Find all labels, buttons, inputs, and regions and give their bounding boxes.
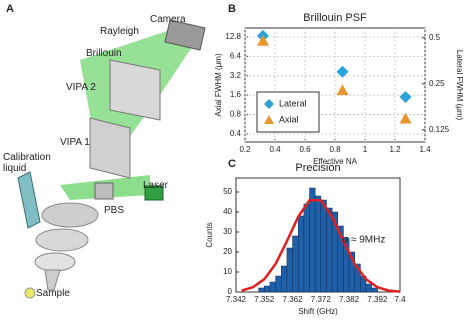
panel-letter: B bbox=[228, 3, 236, 15]
x-tick-label: 0.4 bbox=[269, 145, 281, 154]
histogram-bar bbox=[258, 287, 265, 293]
diamond-marker bbox=[399, 90, 412, 103]
x-tick-label: 7.372 bbox=[311, 295, 332, 304]
x-axis-label: Effective NA bbox=[313, 157, 358, 166]
y-tick-label: 1.6 bbox=[230, 90, 242, 99]
annotation: σ ≈ 9MHz bbox=[342, 235, 385, 246]
x-tick-label: 1 bbox=[363, 145, 368, 154]
setup-label: Calibration liquid bbox=[3, 152, 51, 174]
legend-box bbox=[256, 91, 320, 133]
x-tick-label: 7.382 bbox=[339, 295, 360, 304]
chart-title: Brillouin PSF bbox=[303, 12, 367, 24]
setup-label: VIPA 2 bbox=[66, 82, 96, 93]
histogram-bar bbox=[326, 207, 333, 293]
setup-label: Camera bbox=[150, 14, 186, 25]
y2-tick-label: 0.125 bbox=[429, 125, 450, 134]
y-tick-label: 20 bbox=[223, 247, 232, 256]
diamond-marker bbox=[336, 65, 349, 78]
x-tick-label: 7.362 bbox=[283, 295, 304, 304]
setup-label: VIPA 1 bbox=[60, 137, 90, 148]
histogram-bar bbox=[297, 215, 305, 293]
panel-letter: A bbox=[6, 3, 14, 15]
setup-drawing bbox=[17, 19, 206, 299]
y-tick-label: 10 bbox=[223, 267, 232, 276]
x-tick-label: 7.342 bbox=[226, 295, 247, 304]
y-tick-label: 0.4 bbox=[230, 129, 242, 138]
y2-axis-label: Lateral FWHM (μm) bbox=[455, 50, 464, 121]
x-tick-label: 0.2 bbox=[239, 145, 251, 154]
y-tick-label: 3.2 bbox=[230, 71, 242, 80]
histogram-bar bbox=[280, 265, 288, 293]
histogram-bar bbox=[314, 195, 322, 293]
y-tick-label: 6.4 bbox=[230, 51, 242, 60]
x-tick-label: 7.392 bbox=[367, 295, 388, 304]
setup-label: Laser bbox=[143, 180, 169, 191]
y-tick-label: 12.8 bbox=[225, 32, 241, 41]
histogram-bar bbox=[365, 283, 372, 293]
setup-label: Rayleigh bbox=[100, 26, 139, 37]
x-tick-label: 7.4 bbox=[394, 295, 406, 304]
y-tick-label: 30 bbox=[223, 227, 232, 236]
x-tick-label: 0.8 bbox=[329, 145, 341, 154]
histogram-bar bbox=[269, 281, 276, 293]
y2-tick-label: 0.25 bbox=[429, 79, 445, 88]
setup-label: PBS bbox=[104, 205, 125, 216]
histogram-bar bbox=[371, 287, 378, 293]
histogram-bar bbox=[286, 247, 293, 293]
legend-label: Lateral bbox=[279, 98, 307, 108]
chart-title: Precision bbox=[295, 162, 340, 174]
histogram-bar bbox=[303, 203, 310, 293]
triangle-marker bbox=[336, 84, 349, 96]
setup-label: Sample bbox=[36, 288, 70, 299]
setup-label: Brillouin bbox=[86, 48, 122, 59]
histogram-bar bbox=[292, 235, 299, 293]
y-axis-label: Axial FWHM (μm) bbox=[214, 53, 223, 117]
triangle-marker bbox=[257, 34, 269, 46]
legend-label: Axial bbox=[279, 114, 299, 124]
y-tick-label: 50 bbox=[223, 187, 232, 196]
x-tick-label: 1.2 bbox=[389, 145, 401, 154]
panel-letter: C bbox=[228, 158, 236, 170]
x-axis-label: Shift (GHz) bbox=[298, 307, 338, 316]
histogram-bar bbox=[264, 285, 271, 293]
x-tick-label: 0.6 bbox=[299, 145, 311, 154]
histogram-bar bbox=[309, 187, 316, 293]
histogram-bar bbox=[275, 275, 282, 293]
triangle-marker bbox=[264, 115, 274, 124]
y2-tick-label: 0.5 bbox=[429, 33, 441, 42]
triangle-marker bbox=[399, 112, 412, 124]
y-tick-label: 40 bbox=[223, 207, 232, 216]
histogram-bar bbox=[320, 199, 327, 293]
fit-curve bbox=[241, 198, 401, 293]
x-tick-label: 7.352 bbox=[254, 295, 275, 304]
y-tick-label: 0.8 bbox=[230, 110, 242, 119]
y-axis-label: Counts bbox=[205, 222, 214, 247]
y-tick-label: 0 bbox=[228, 287, 233, 296]
x-tick-label: 1.4 bbox=[419, 145, 431, 154]
diamond-marker bbox=[264, 99, 274, 109]
